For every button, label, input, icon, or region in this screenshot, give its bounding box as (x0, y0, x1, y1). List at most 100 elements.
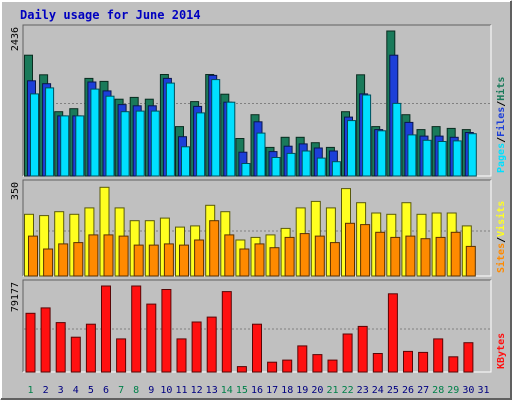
day-label-12: 12 (191, 385, 203, 396)
bar-pages-day-19 (301, 150, 311, 177)
legend-separator: / (496, 101, 507, 107)
bar-kbytes-day-29 (448, 356, 459, 373)
bar-pages-day-6 (105, 95, 115, 177)
bar-pages-day-28 (437, 141, 447, 177)
bar-pages-day-3 (60, 115, 70, 177)
bar-sites-day-24 (375, 231, 386, 277)
bar-sites-day-26 (405, 235, 416, 277)
bar-pages-day-1 (30, 93, 39, 177)
day-label-5: 5 (88, 385, 94, 396)
bar-sites-day-13 (209, 220, 220, 277)
bar-sites-day-9 (148, 244, 159, 277)
bar-pages-day-7 (120, 111, 130, 177)
panel-legend: KBytes (496, 333, 507, 369)
legend-separator: / (496, 237, 507, 243)
bar-kbytes-day-5 (85, 323, 96, 373)
series-sites (28, 220, 476, 277)
legend-entry-pages: Pages (496, 143, 507, 173)
panel-hits-files-pages: 2436 Pages/Files/Hits (10, 24, 507, 177)
bar-kbytes-day-9 (146, 303, 157, 373)
bar-kbytes-day-30 (463, 342, 474, 373)
bar-pages-day-30 (467, 133, 477, 177)
bar-kbytes-day-14 (221, 291, 232, 373)
day-label-15: 15 (236, 385, 248, 396)
bar-pages-day-12 (196, 112, 206, 177)
bar-kbytes-day-22 (342, 333, 353, 373)
day-label-20: 20 (311, 385, 323, 396)
bar-sites-day-18 (284, 236, 295, 277)
day-label-17: 17 (266, 385, 278, 396)
bar-sites-day-22 (345, 222, 355, 277)
bar-sites-day-1 (28, 235, 38, 277)
series-pages (30, 79, 477, 177)
bar-sites-day-20 (314, 235, 325, 277)
day-label-21: 21 (326, 385, 338, 396)
bar-pages-day-8 (135, 110, 145, 177)
bar-kbytes-day-1 (25, 312, 36, 373)
bar-pages-day-13 (211, 79, 221, 177)
bar-kbytes-day-16 (252, 323, 262, 373)
bar-sites-day-28 (435, 236, 446, 277)
bar-pages-day-29 (452, 140, 462, 177)
bar-sites-day-7 (118, 235, 129, 277)
day-label-4: 4 (73, 385, 79, 396)
bar-kbytes-day-20 (312, 354, 323, 373)
panel-max-label: 350 (10, 182, 21, 200)
panel-border-dark (22, 279, 491, 372)
bar-sites-day-3 (58, 243, 69, 277)
bar-sites-day-27 (420, 238, 431, 277)
bar-sites-day-4 (73, 242, 84, 277)
chart-title: Daily usage for June 2014 (20, 8, 201, 22)
bar-sites-day-6 (103, 234, 114, 277)
day-label-7: 7 (118, 385, 124, 396)
legend-entry-sites: Sites (495, 243, 507, 273)
day-label-1: 1 (27, 385, 33, 396)
day-label-2: 2 (43, 385, 49, 396)
bar-pages-day-2 (45, 87, 55, 177)
bar-kbytes-day-19 (297, 345, 308, 373)
day-label-19: 19 (296, 385, 308, 396)
bar-kbytes-day-28 (433, 338, 444, 373)
day-label-10: 10 (160, 385, 172, 396)
legend-entry-visits: Visits (495, 201, 507, 237)
bar-kbytes-day-25 (387, 293, 398, 373)
panel-border-dark (22, 24, 491, 176)
bar-sites-day-23 (360, 224, 371, 277)
bar-sites-day-2 (43, 248, 54, 277)
day-label-13: 13 (206, 385, 218, 396)
bar-pages-day-10 (165, 82, 175, 177)
day-label-29: 29 (447, 385, 459, 396)
panel-legend: Sites/Visits (495, 201, 507, 273)
day-label-6: 6 (103, 385, 109, 396)
bar-pages-day-17 (271, 157, 281, 177)
panel-max-label: 2436 (10, 27, 21, 51)
legend-entry-kbytes: KBytes (496, 333, 507, 369)
bar-pages-day-21 (331, 161, 341, 177)
bar-kbytes-day-4 (70, 336, 81, 373)
series-kbytes (25, 285, 474, 373)
day-label-16: 16 (251, 385, 263, 396)
day-label-23: 23 (357, 385, 369, 396)
bar-sites-day-5 (88, 234, 99, 277)
bar-kbytes-day-27 (418, 351, 429, 373)
bar-sites-day-10 (163, 243, 174, 277)
legend-separator: / (496, 137, 507, 143)
bar-kbytes-day-21 (327, 359, 338, 373)
bar-pages-day-25 (392, 102, 402, 177)
bar-sites-day-8 (133, 244, 144, 277)
bar-kbytes-day-6 (101, 285, 111, 373)
panel-visits-sites: 350 Sites/Visits (10, 179, 507, 277)
bar-pages-day-15 (241, 163, 251, 177)
day-label-28: 28 (432, 385, 444, 396)
panel-legend: Pages/Files/Hits (495, 77, 507, 173)
day-label-26: 26 (402, 385, 414, 396)
day-label-9: 9 (148, 385, 154, 396)
bar-sites-day-11 (179, 244, 189, 277)
bar-pages-day-24 (377, 130, 387, 177)
bar-pages-day-11 (181, 146, 190, 177)
bar-pages-day-16 (256, 132, 266, 177)
bar-kbytes-day-12 (191, 321, 202, 373)
day-label-22: 22 (342, 385, 354, 396)
